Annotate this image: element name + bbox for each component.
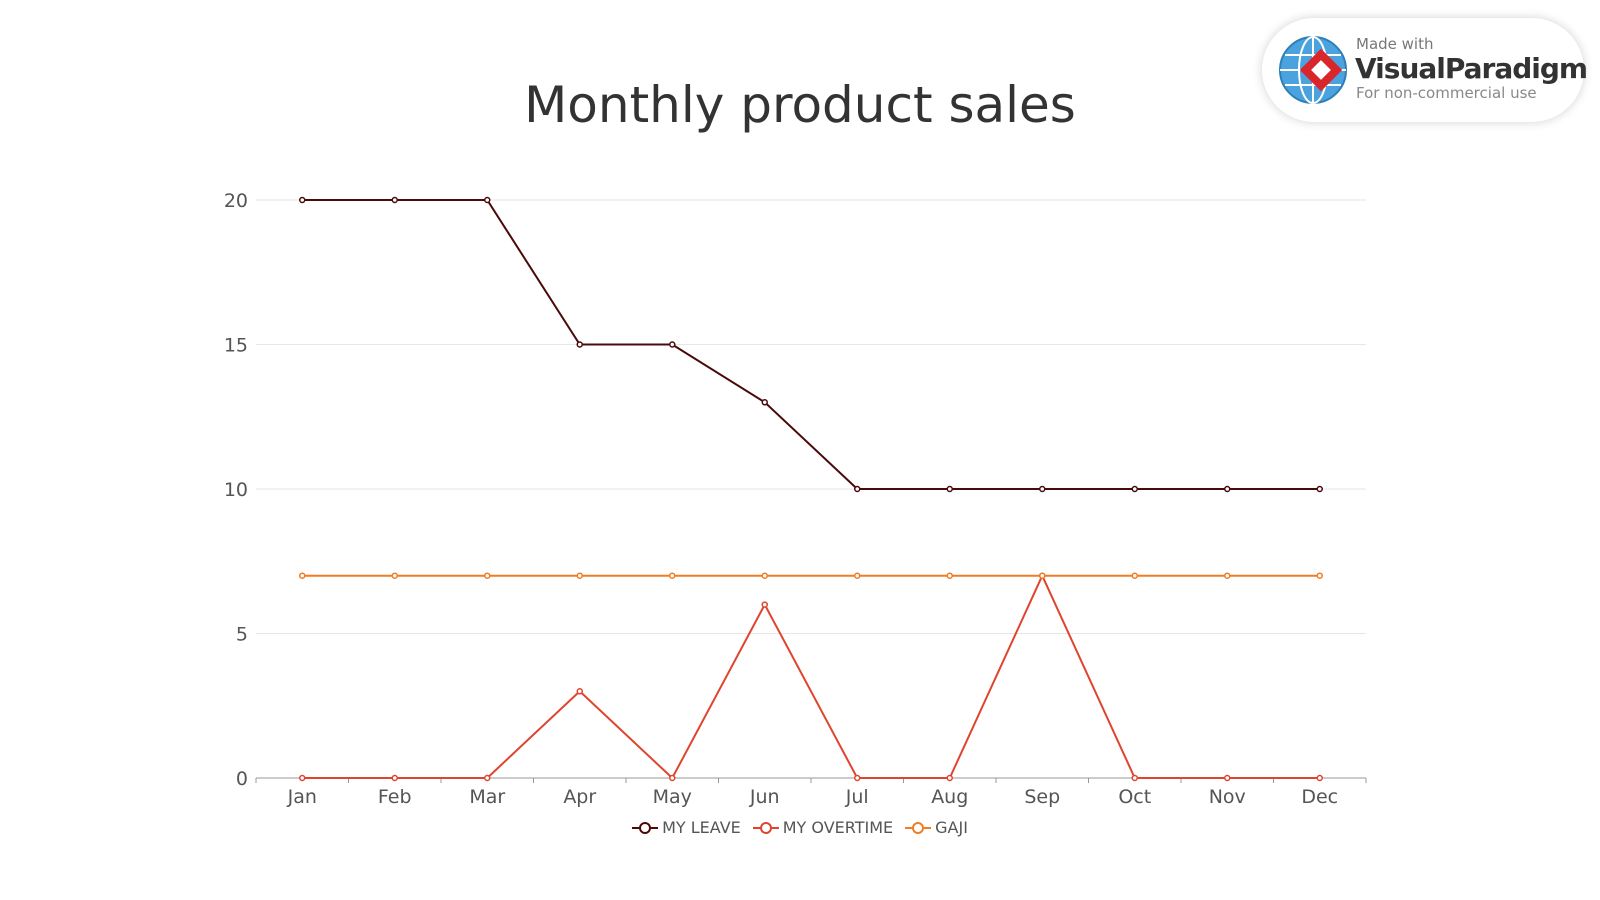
data-point <box>299 572 306 579</box>
data-point <box>391 572 398 579</box>
x-tick-label: May <box>653 786 692 808</box>
badge-brand-name: VisualParadigm <box>1355 52 1588 85</box>
data-point <box>946 774 953 782</box>
data-point <box>1039 485 1046 493</box>
y-tick-label: 10 <box>224 479 248 501</box>
data-point <box>391 774 398 782</box>
legend-label: GAJI <box>935 818 968 837</box>
data-point <box>669 774 676 782</box>
data-point <box>1131 485 1138 493</box>
data-point <box>854 774 861 782</box>
data-point <box>299 196 306 204</box>
data-point <box>1039 572 1046 579</box>
data-point <box>576 572 583 579</box>
visual-paradigm-badge[interactable]: Made with VisualParadigm For non-commerc… <box>1262 18 1588 122</box>
x-tick-label: Oct <box>1118 786 1151 808</box>
data-point <box>576 688 583 695</box>
x-tick-label: Jan <box>287 786 317 808</box>
x-tick-label: Nov <box>1209 786 1246 808</box>
data-point <box>761 572 768 579</box>
data-point <box>576 341 583 348</box>
x-tick-label: Mar <box>469 786 505 808</box>
data-point <box>1224 572 1231 579</box>
data-point <box>391 196 398 204</box>
y-tick-label: 0 <box>236 768 248 790</box>
y-tick-label: 15 <box>224 335 248 357</box>
badge-made-with: Made with <box>1356 35 1434 53</box>
chart-legend: MY LEAVE MY OVERTIME GAJI <box>0 818 1600 837</box>
data-point <box>761 399 768 406</box>
data-point <box>1131 774 1138 782</box>
x-tick-label: Aug <box>931 786 968 808</box>
legend-label: MY LEAVE <box>662 818 741 837</box>
data-point <box>1224 485 1231 493</box>
badge-usage-note: For non-commercial use <box>1356 84 1537 102</box>
data-point <box>484 196 491 204</box>
legend-item[interactable]: MY OVERTIME <box>752 818 894 837</box>
data-point <box>484 774 491 782</box>
y-tick-label: 20 <box>224 190 248 212</box>
legend-label: MY OVERTIME <box>782 818 894 837</box>
legend-marker-icon <box>752 821 779 834</box>
y-tick-label: 5 <box>236 624 248 646</box>
globe-logo-icon <box>1279 36 1347 104</box>
data-point <box>1316 485 1323 493</box>
series-line <box>302 199 1320 490</box>
legend-item[interactable]: MY LEAVE <box>632 818 741 837</box>
data-point <box>854 485 861 493</box>
data-point <box>946 485 953 493</box>
x-tick-label: Jun <box>749 786 780 808</box>
legend-marker-icon <box>905 821 932 834</box>
data-point <box>669 572 676 579</box>
data-point <box>669 341 676 348</box>
data-point <box>1316 774 1323 782</box>
data-point <box>299 774 306 782</box>
x-tick-label: Sep <box>1024 786 1060 808</box>
data-point <box>484 572 491 579</box>
x-tick-label: Dec <box>1301 786 1338 808</box>
x-tick-label: Jul <box>845 786 869 808</box>
legend-item[interactable]: GAJI <box>905 818 968 837</box>
series-line <box>302 573 1320 780</box>
data-point <box>1131 572 1138 579</box>
data-point <box>1224 774 1231 782</box>
data-point <box>946 572 953 579</box>
data-point <box>1316 572 1323 579</box>
data-point <box>854 572 861 579</box>
x-tick-label: Feb <box>378 786 412 808</box>
legend-marker-icon <box>632 821 659 834</box>
data-point <box>761 601 768 608</box>
chart-title: Monthly product sales <box>524 76 1076 134</box>
x-tick-label: Apr <box>563 786 596 808</box>
